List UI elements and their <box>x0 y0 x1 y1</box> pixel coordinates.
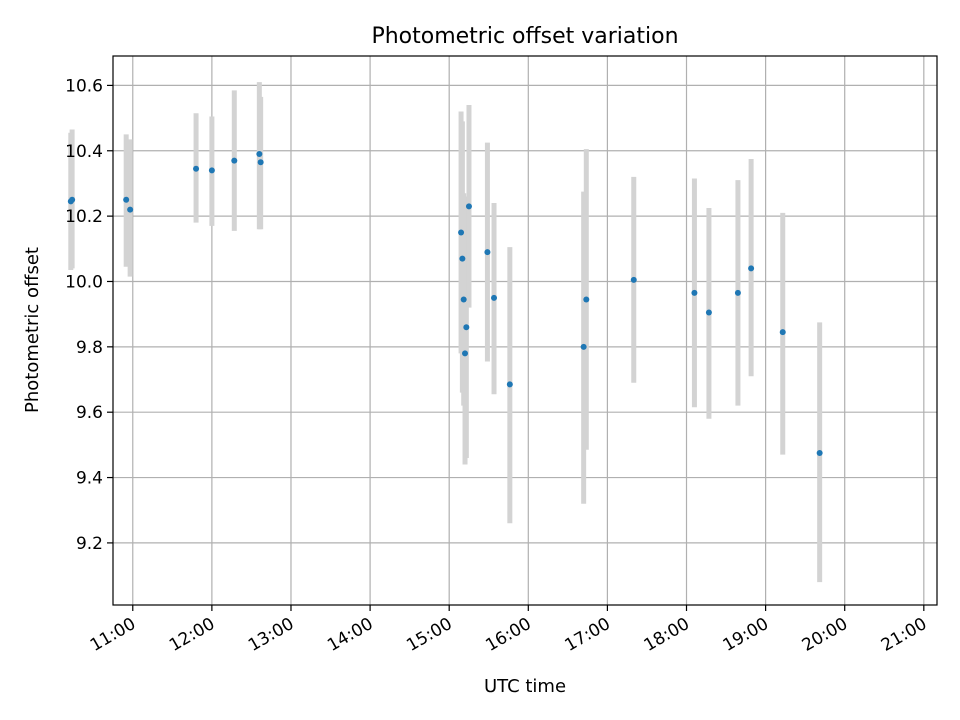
data-point <box>462 350 469 357</box>
data-point <box>460 296 467 303</box>
data-point <box>691 289 698 296</box>
grid-lines <box>113 56 937 605</box>
y-tick-label: 9.6 <box>76 403 103 423</box>
data-point <box>506 381 513 388</box>
data-point <box>256 151 263 158</box>
y-axis-label: Photometric offset <box>22 247 43 413</box>
data-point <box>123 196 130 203</box>
data-point <box>208 167 215 174</box>
data-point <box>459 255 466 262</box>
data-point <box>583 296 590 303</box>
y-tick-label: 10.0 <box>65 272 103 292</box>
y-tick-label: 10.4 <box>65 142 103 162</box>
data-point <box>193 165 200 172</box>
data-point <box>465 203 472 210</box>
data-point <box>484 249 491 256</box>
data-point <box>779 329 786 336</box>
data-points <box>67 151 823 457</box>
data-point <box>127 206 134 213</box>
data-point <box>705 309 712 316</box>
data-point <box>458 229 465 236</box>
data-point <box>734 289 741 296</box>
data-point <box>816 450 823 457</box>
data-point <box>463 324 470 331</box>
data-point <box>257 159 264 166</box>
data-point <box>491 294 498 301</box>
data-point <box>231 157 238 164</box>
data-point <box>69 196 76 203</box>
x-axis-label: UTC time <box>484 676 566 697</box>
y-axis-ticks: 9.2 9.4 9.6 9.8 10.0 10.2 10.4 10.6 <box>65 76 113 554</box>
plot-frame <box>112 55 938 606</box>
y-tick-label: 9.4 <box>76 469 103 489</box>
y-tick-label: 9.8 <box>76 338 103 358</box>
chart-title: Photometric offset variation <box>371 24 678 49</box>
y-tick-label: 10.6 <box>65 76 103 96</box>
data-point <box>748 265 755 272</box>
y-tick-label: 9.2 <box>76 534 103 554</box>
data-point <box>630 276 637 283</box>
data-point <box>580 343 587 350</box>
y-tick-label: 10.2 <box>65 207 103 227</box>
